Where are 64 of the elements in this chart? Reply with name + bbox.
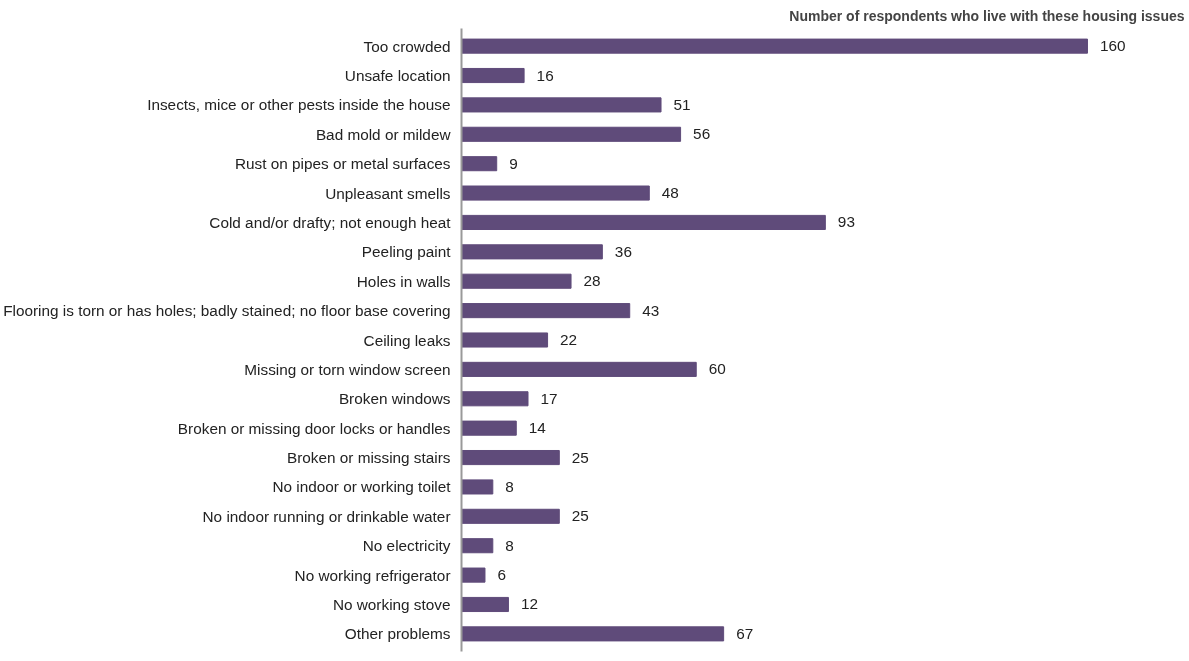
chart-title: Number of respondents who live with these housing issues <box>789 7 1185 24</box>
y-tick-label: Too crowded <box>363 37 451 55</box>
y-tick-label: Broken or missing door locks or handles <box>177 419 451 437</box>
bar <box>461 420 517 436</box>
y-tick-label: No working stove <box>332 595 451 613</box>
data-label: 56 <box>693 125 711 143</box>
y-tick-label: Flooring is torn or has holes; badly stained; no floor base covering <box>3 302 451 320</box>
data-label: 16 <box>536 66 554 84</box>
bar <box>461 126 682 142</box>
y-tick-label: No electricity <box>362 537 451 555</box>
bar <box>461 626 725 642</box>
bar <box>461 273 572 289</box>
bar <box>461 97 662 113</box>
y-tick-label: Ceiling leaks <box>363 331 451 349</box>
y-tick-label: Broken windows <box>338 390 451 408</box>
data-label: 22 <box>560 331 578 348</box>
y-tick-label: Unpleasant smells <box>325 184 451 202</box>
bar <box>461 538 494 554</box>
y-tick-label: No working refrigerator <box>294 566 451 584</box>
bar <box>461 361 697 377</box>
data-label: 43 <box>642 301 660 319</box>
bar <box>461 244 603 260</box>
y-tick-label: Insects, mice or other pests inside the house <box>147 96 451 114</box>
y-tick-label: Holes in walls <box>356 272 451 290</box>
data-label: 93 <box>837 213 855 231</box>
data-label: 51 <box>673 95 691 113</box>
y-tick-label: Other problems <box>344 625 451 643</box>
data-label: 160 <box>1099 37 1126 55</box>
y-tick-label: No indoor or working toilet <box>272 478 452 496</box>
data-label: 8 <box>505 477 514 495</box>
data-label: 17 <box>540 389 558 407</box>
bar <box>461 567 486 583</box>
y-tick-label: Bad mold or mildew <box>315 125 452 143</box>
bar <box>461 38 1088 54</box>
data-label: 14 <box>528 419 547 437</box>
y-tick-label: Peeling paint <box>361 243 452 261</box>
bar <box>461 508 560 524</box>
y-tick-label: Rust on pipes or metal surfaces <box>234 155 451 173</box>
y-tick-label: No indoor running or drinkable water <box>202 507 451 525</box>
y-tick-label: Unsafe location <box>344 67 451 85</box>
data-label: 25 <box>571 507 589 525</box>
data-label: 9 <box>509 154 518 172</box>
y-tick-label: Missing or torn window screen <box>244 360 451 378</box>
bar <box>461 332 549 348</box>
bar <box>461 449 560 466</box>
bar <box>461 596 509 613</box>
data-label: 25 <box>571 448 589 466</box>
bar <box>461 67 525 84</box>
bar <box>461 156 498 172</box>
y-tick-label: Broken or missing stairs <box>286 449 451 467</box>
bar <box>461 391 529 407</box>
data-label: 6 <box>497 566 507 584</box>
data-label: 12 <box>520 595 539 613</box>
data-label: 36 <box>614 242 632 260</box>
bar <box>461 479 494 495</box>
bar <box>461 303 631 319</box>
data-label: 48 <box>661 184 679 202</box>
y-tick-label: Cold and/or drafty; not enough heat <box>209 213 452 231</box>
bar <box>461 185 650 201</box>
data-label: 60 <box>708 360 726 378</box>
bar <box>461 214 826 231</box>
data-label: 28 <box>583 272 601 290</box>
data-label: 8 <box>505 536 514 554</box>
data-label: 67 <box>736 624 754 642</box>
